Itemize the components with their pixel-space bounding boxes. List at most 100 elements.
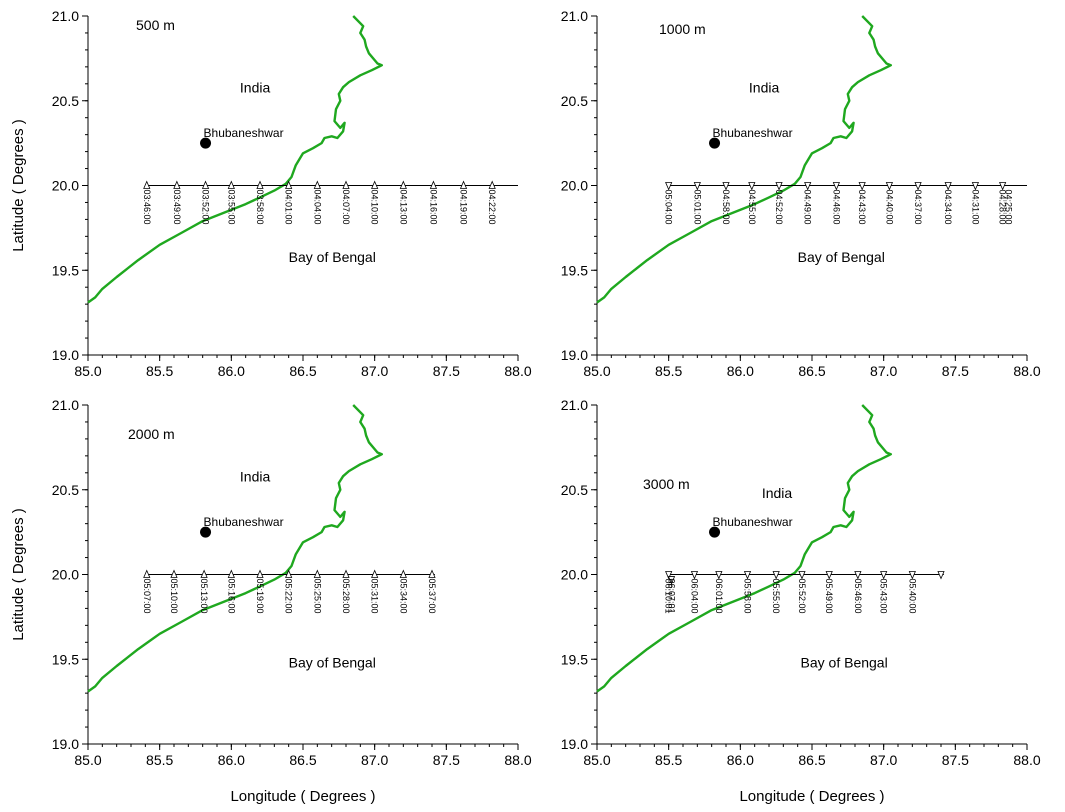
time-label: 05:46:00 — [853, 579, 863, 614]
time-label: 04:22:00 — [487, 190, 497, 225]
x-tick-label: 85.5 — [655, 363, 682, 379]
city-label: Bhubaneshwar — [713, 126, 793, 140]
time-label: 03:55:00 — [226, 190, 236, 225]
city-marker — [200, 526, 212, 538]
time-label: 04:34:00 — [943, 190, 953, 225]
x-tick-label: 86.0 — [727, 363, 754, 379]
track-point — [667, 576, 676, 585]
track-point — [804, 182, 812, 191]
panel-4: 85.0 85.5 86.0 86.5 87.0 87.5 88.0 19.0 19.5 20.0… — [561, 397, 1041, 805]
y-tick-label: 20.5 — [52, 93, 79, 109]
track-point — [743, 571, 752, 580]
x-tick-label: 88.0 — [1013, 363, 1040, 379]
track-point — [971, 182, 980, 191]
x-tick-label: 85.5 — [146, 363, 173, 379]
x-tick-label: 87.5 — [942, 363, 969, 379]
track-point — [429, 180, 438, 189]
x-tick-label: 85.0 — [74, 363, 101, 379]
x-tick-label: 87.0 — [361, 752, 388, 768]
y-axis-label: Latitude ( Degrees ) — [10, 508, 27, 641]
track-point — [313, 180, 321, 189]
time-label: 05:22:00 — [284, 579, 294, 614]
time-label: 04:49:00 — [803, 190, 813, 225]
track-point — [371, 180, 379, 189]
track-point — [858, 182, 866, 191]
x-axis-label: Longitude ( Degrees ) — [739, 788, 884, 805]
y-tick-label: 19.0 — [52, 347, 79, 363]
track-point — [854, 571, 862, 580]
coastline — [87, 404, 383, 693]
time-label: 04:04:00 — [312, 190, 322, 225]
y-tick-label: 19.5 — [561, 262, 588, 278]
track-point — [285, 180, 293, 189]
panel-1: 85.0 85.5 86.0 86.5 87.0 87.5 88.0 19.0 19.5 20.0… — [10, 8, 532, 379]
time-label: 04:31:00 — [970, 190, 980, 225]
track-point — [775, 182, 783, 191]
city-marker — [709, 137, 721, 149]
time-label: 05:01:00 — [692, 190, 702, 225]
coastline — [87, 15, 383, 304]
time-label: 03:52:00 — [201, 190, 211, 225]
coastline — [596, 404, 892, 693]
y-tick-label: 20.5 — [52, 482, 79, 498]
track-point — [342, 180, 350, 189]
time-label: 03:49:00 — [172, 190, 182, 225]
track-point — [722, 182, 730, 191]
track-point — [201, 180, 210, 189]
coastline — [596, 15, 892, 304]
track-point — [798, 571, 806, 580]
track-point — [170, 569, 178, 578]
track-point — [908, 571, 916, 580]
y-tick-label: 21.0 — [52, 397, 79, 413]
time-label: 05:04:00 — [664, 190, 674, 225]
x-axis-label: Longitude ( Degrees ) — [230, 788, 375, 805]
track-point — [143, 180, 151, 189]
time-label: 04:01:00 — [284, 190, 294, 225]
time-label: 06:10:01 — [664, 579, 674, 614]
x-tick-label: 85.0 — [583, 363, 610, 379]
time-label: 05:31:00 — [370, 579, 380, 614]
track-point — [999, 182, 1007, 191]
y-tick-label: 19.0 — [561, 347, 588, 363]
track-point — [143, 569, 151, 578]
y-tick-label: 21.0 — [561, 8, 588, 24]
track-point — [173, 180, 181, 189]
time-label: 05:19:00 — [255, 579, 265, 614]
x-tick-label: 87.0 — [870, 752, 897, 768]
x-tick-label: 88.0 — [1013, 752, 1040, 768]
time-label: 05:49:00 — [824, 579, 834, 614]
region-label: Bay of Bengal — [289, 655, 376, 671]
track-point — [885, 182, 894, 191]
time-label: 04:07:00 — [341, 190, 351, 225]
track-point — [428, 569, 436, 578]
region-label: India — [240, 79, 271, 95]
x-tick-label: 86.0 — [218, 752, 245, 768]
track-point — [459, 180, 468, 189]
time-label: 04:40:00 — [884, 190, 894, 225]
region-label: India — [240, 468, 271, 484]
city-label: Bhubaneshwar — [713, 515, 793, 529]
x-tick-label: 86.5 — [798, 363, 825, 379]
time-label: 05:58:00 — [743, 579, 753, 614]
time-label: 05:52:00 — [797, 579, 807, 614]
track-point — [748, 182, 756, 191]
y-tick-label: 20.5 — [561, 482, 588, 498]
region-label: India — [762, 485, 793, 501]
track-point — [914, 182, 922, 191]
y-tick-label: 19.5 — [52, 651, 79, 667]
x-tick-label: 86.5 — [289, 363, 316, 379]
track-point — [256, 180, 264, 189]
time-label: 05:16:00 — [226, 579, 236, 614]
x-tick-label: 88.0 — [504, 752, 531, 768]
time-label: 04:10:00 — [370, 190, 380, 225]
y-tick-label: 20.0 — [52, 178, 79, 194]
y-tick-label: 21.0 — [561, 397, 588, 413]
y-tick-label: 20.0 — [561, 567, 588, 583]
track-point — [227, 569, 235, 578]
y-tick-label: 20.0 — [561, 178, 588, 194]
panel-3: 85.0 85.5 86.0 86.5 87.0 87.5 88.0 19.0 19.5 20.0… — [10, 397, 532, 805]
track-point — [371, 569, 379, 578]
time-label: 04:52:00 — [774, 190, 784, 225]
time-label: 04:58:00 — [721, 190, 731, 225]
